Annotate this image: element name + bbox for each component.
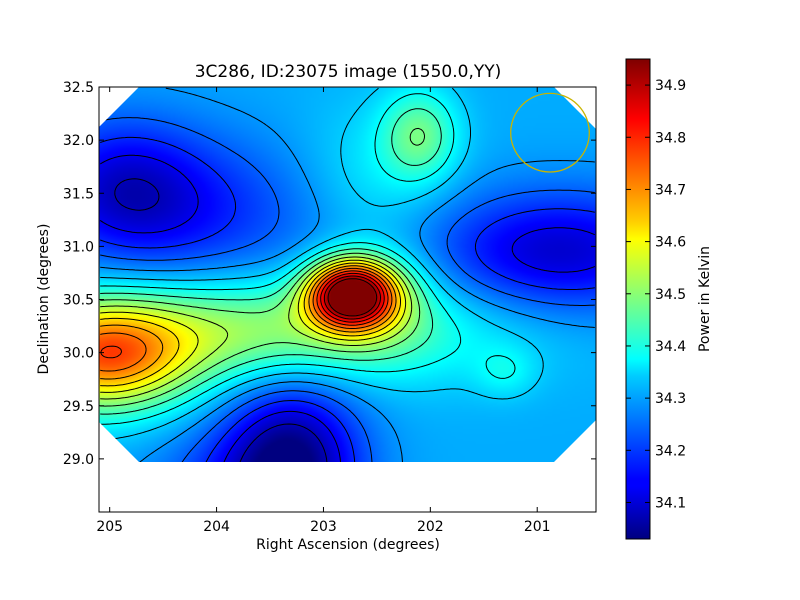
x-tick-label: 201 [524, 519, 551, 535]
x-tick-label: 202 [417, 519, 444, 535]
y-tick-label: 30.0 [63, 346, 94, 362]
colorbar-gradient [625, 58, 651, 540]
colorbar-tick-label: 34.9 [655, 78, 686, 94]
contour-line-2 [100, 136, 595, 462]
colorbar-tick-label: 34.8 [655, 130, 686, 146]
x-tick-label: 203 [310, 519, 337, 535]
contour-line-14 [100, 270, 389, 359]
contour-line-8 [100, 127, 425, 407]
colorbar-tick-label: 34.1 [655, 495, 686, 511]
contour-line-9 [100, 256, 413, 400]
colorbar: 34.1 34.2 34.3 34.4 34.5 34.6 34.7 34.8 34.9 Pow… [625, 58, 713, 540]
y-tick-label: 31.5 [63, 186, 94, 202]
colorbar-tick-label: 34.6 [655, 235, 686, 251]
beam-circle [510, 92, 590, 173]
y-axis-label: Declination (degrees) [36, 224, 52, 375]
x-tick-label: 205 [96, 519, 123, 535]
x-tick-label: 204 [203, 519, 230, 535]
contour-line-12 [100, 265, 397, 380]
contour-line-6 [100, 93, 516, 425]
contour-line-4 [100, 87, 595, 462]
y-tick-label: 29.0 [63, 452, 94, 468]
colorbar-ticks: 34.1 34.2 34.3 34.4 34.5 34.6 34.7 34.8 34.9 [626, 78, 686, 511]
heatmap-image [99, 87, 596, 462]
colorbar-tick-label: 34.5 [655, 287, 686, 303]
y-tick-label: 32.5 [63, 80, 94, 96]
colorbar-tick-label: 34.4 [655, 339, 686, 355]
colorbar-tick-label: 34.3 [655, 391, 686, 407]
colorbar-tick-label: 34.7 [655, 182, 686, 198]
y-tick-label: 32.0 [63, 133, 94, 149]
contour-line-7 [100, 108, 442, 415]
contour-line-3 [100, 117, 595, 462]
contour-line-15 [320, 272, 385, 323]
x-axis-label: Right Ascension (degrees) [256, 537, 440, 553]
contour-line-13 [100, 267, 393, 372]
contour-line-16 [323, 275, 381, 320]
y-axis-ticks: 29.0 29.5 30.0 30.5 31.0 31.5 32.0 32.5 [63, 80, 596, 468]
contour-line-10 [100, 259, 407, 393]
colorbar-label: Power in Kelvin [697, 246, 713, 352]
y-tick-label: 30.5 [63, 293, 94, 309]
y-tick-label: 31.0 [63, 239, 94, 255]
contour-line-1 [99, 154, 595, 462]
contour-line-0 [114, 178, 328, 462]
contour-line-17 [327, 278, 378, 317]
contour-line-11 [100, 262, 401, 387]
contour-lines [99, 87, 595, 462]
y-tick-label: 29.5 [63, 399, 94, 415]
x-axis-ticks: 205 204 203 202 201 [96, 87, 551, 535]
contour-line-5 [100, 87, 544, 441]
chart-title: 3C286, ID:23075 image (1550.0,YY) [195, 62, 502, 82]
colorbar-tick-label: 34.2 [655, 443, 686, 459]
